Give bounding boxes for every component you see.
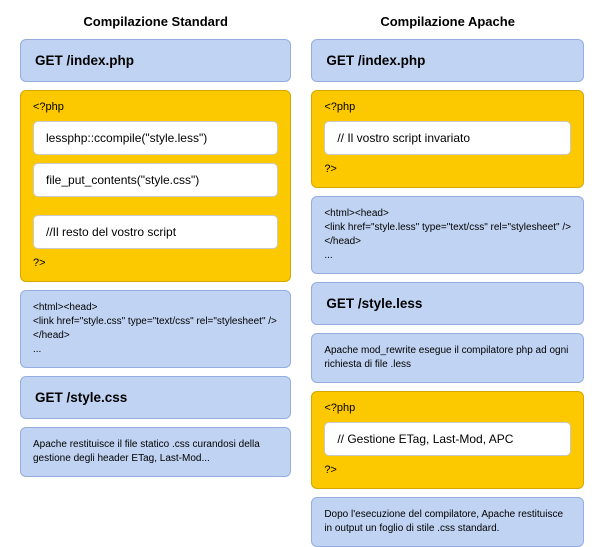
right-php-block-1: <?php // Il vostro script invariato ?>	[311, 90, 584, 188]
right-html-snippet: <html><head> <link href="style.less" typ…	[311, 196, 584, 274]
php-line-unchanged: // Il vostro script invariato	[324, 121, 571, 155]
code-line: <html><head>	[33, 301, 278, 315]
left-get-stylecss: GET /style.css	[20, 376, 291, 419]
left-get-index: GET /index.php	[20, 39, 291, 82]
code-line: <link href="style.css" type="text/css" r…	[33, 315, 278, 329]
right-note-output: Dopo l'esecuzione del compilatore, Apach…	[311, 497, 584, 547]
code-line: ...	[324, 249, 571, 263]
right-column: Compilazione Apache GET /index.php <?php…	[311, 8, 584, 492]
php-close-tag: ?>	[324, 163, 571, 175]
right-get-styleless: GET /style.less	[311, 282, 584, 325]
code-line: ...	[33, 343, 278, 357]
php-close-tag: ?>	[324, 464, 571, 476]
right-get-index: GET /index.php	[311, 39, 584, 82]
php-open-tag: <?php	[324, 402, 571, 414]
right-note-rewrite: Apache mod_rewrite esegue il compilatore…	[311, 333, 584, 383]
php-line-compile: lessphp::ccompile("style.less")	[33, 121, 278, 155]
php-open-tag: <?php	[33, 101, 278, 113]
right-title: Compilazione Apache	[311, 8, 584, 39]
php-close-tag: ?>	[33, 257, 278, 269]
php-line-rest: //Il resto del vostro script	[33, 215, 278, 249]
php-open-tag: <?php	[324, 101, 571, 113]
php-line-etag: // Gestione ETag, Last-Mod, APC	[324, 422, 571, 456]
right-php-block-2: <?php // Gestione ETag, Last-Mod, APC ?>	[311, 391, 584, 489]
code-line: <link href="style.less" type="text/css" …	[324, 221, 571, 235]
left-php-block: <?php lessphp::ccompile("style.less") fi…	[20, 90, 291, 282]
left-html-snippet: <html><head> <link href="style.css" type…	[20, 290, 291, 368]
left-column: Compilazione Standard GET /index.php <?p…	[20, 8, 291, 492]
left-title: Compilazione Standard	[20, 8, 291, 39]
left-note: Apache restituisce il file statico .css …	[20, 427, 291, 477]
code-line: </head>	[324, 235, 571, 249]
code-line: </head>	[33, 329, 278, 343]
php-line-fileput: file_put_contents("style.css")	[33, 163, 278, 197]
code-line: <html><head>	[324, 207, 571, 221]
